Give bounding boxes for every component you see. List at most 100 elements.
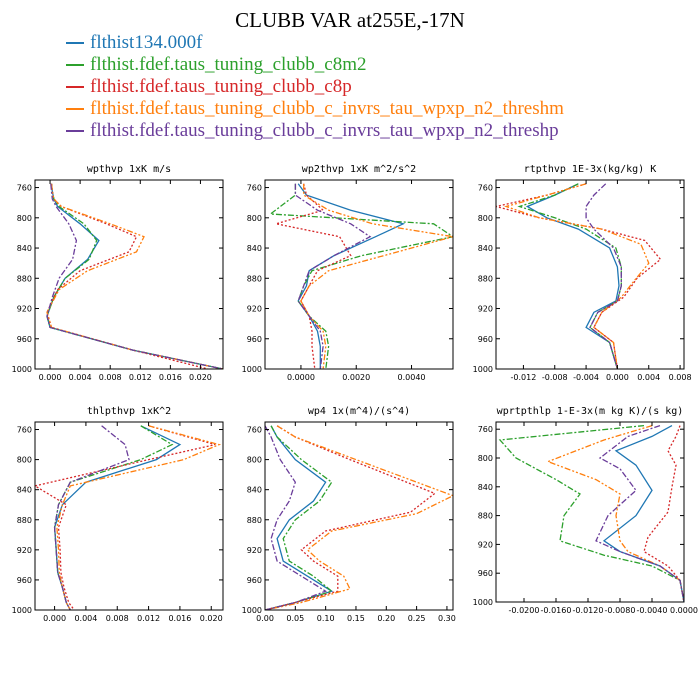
x-tick-label: 0.020	[189, 373, 212, 382]
y-tick-label: 960	[478, 335, 493, 344]
legend-item: flthist.fdef.taus_tuning_clubb_c8p	[66, 76, 564, 98]
x-tick-label: 0.004	[74, 614, 97, 623]
series-line	[268, 183, 453, 369]
series-line	[53, 425, 174, 610]
x-tick-label: 0.20	[377, 614, 395, 623]
y-tick-label: 760	[247, 426, 262, 435]
legend-item: flthist134.000f	[66, 32, 564, 54]
legend-item: flthist.fdef.taus_tuning_clubb_c_invrs_t…	[66, 98, 564, 120]
y-tick-label: 840	[247, 244, 262, 253]
x-tick-label: -0.0120	[573, 606, 604, 615]
series-line	[294, 183, 372, 369]
x-tick-label: 0.000	[39, 373, 62, 382]
y-tick-label: 960	[17, 576, 32, 585]
x-tick-label: 0.05	[286, 614, 304, 623]
series-line	[46, 183, 223, 369]
y-tick-label: 880	[247, 516, 262, 525]
series-line	[525, 183, 620, 369]
y-tick-label: 840	[247, 486, 262, 495]
x-tick-label: 0.016	[159, 373, 182, 382]
x-tick-label: -0.0200	[509, 606, 540, 615]
y-tick-label: 880	[17, 516, 32, 525]
x-tick-label: 0.004	[69, 373, 92, 382]
y-tick-label: 880	[478, 512, 493, 521]
series-group	[268, 183, 453, 369]
y-tick-label: 760	[247, 184, 262, 193]
y-tick-label: 800	[247, 456, 262, 465]
chart-title: wprtpthlp 1-E-3x(m kg K)/(s kg)	[497, 406, 684, 417]
y-tick-label: 920	[17, 546, 32, 555]
series-line	[265, 425, 437, 610]
y-tick-label: 1000	[473, 365, 493, 374]
series-line	[56, 425, 222, 610]
series-group	[35, 425, 222, 610]
x-tick-label: 0.012	[129, 373, 152, 382]
chart-panel: wprtpthlp 1-E-3x(m kg K)/(s kg) 760 800 840…	[473, 406, 698, 615]
legend-swatch	[66, 42, 84, 44]
x-tick-label: -0.008	[542, 373, 568, 382]
y-tick-label: 920	[478, 540, 493, 549]
series-line	[53, 425, 130, 610]
chart-title: thlpthvp 1xK^2	[87, 406, 171, 417]
y-tick-label: 800	[17, 214, 32, 223]
x-tick-label: -0.004	[573, 373, 599, 382]
y-tick-label: 760	[17, 426, 32, 435]
series-line	[35, 425, 216, 610]
y-tick-label: 840	[478, 483, 493, 492]
x-tick-label: 0.012	[137, 614, 160, 623]
chart-panel: wp2thvp 1xK m^2/s^2 760 800 840 880 920 960 100…	[242, 164, 454, 382]
y-tick-label: 1000	[12, 606, 32, 615]
legend-label: flthist134.000f	[90, 32, 203, 53]
series-line	[643, 425, 684, 602]
x-tick-label: -0.012	[511, 373, 537, 382]
x-tick-label: 0.008	[106, 614, 129, 623]
y-tick-label: 920	[17, 305, 32, 314]
legend: flthist134.000f flthist.fdef.taus_tuning…	[66, 32, 564, 142]
chart-title: wp2thvp 1xK m^2/s^2	[302, 164, 416, 175]
legend-swatch	[66, 64, 84, 66]
legend-label: flthist.fdef.taus_tuning_clubb_c_invrs_t…	[90, 98, 564, 119]
x-tick-label: 0.020	[200, 614, 223, 623]
series-group	[498, 424, 684, 602]
series-line	[275, 183, 352, 369]
y-tick-label: 1000	[473, 598, 493, 607]
chart-panel: rtpthvp 1E-3x(kg/kg) K 760 800 840 880 920 960…	[473, 164, 692, 382]
x-tick-label: 0.0000	[670, 606, 698, 615]
x-tick-label: -0.0160	[541, 606, 572, 615]
plot-frame	[264, 179, 454, 370]
series-line	[504, 183, 650, 369]
y-tick-label: 800	[478, 454, 493, 463]
x-tick-label: 0.008	[669, 373, 692, 382]
legend-swatch	[66, 130, 84, 132]
y-tick-label: 880	[247, 274, 262, 283]
plot-frame	[34, 421, 224, 611]
chart-title: wp4 1x(m^4)/(s^4)	[308, 406, 410, 417]
y-tick-label: 880	[17, 274, 32, 283]
x-tick-label: 0.15	[347, 614, 365, 623]
y-tick-label: 760	[478, 425, 493, 434]
series-line	[265, 425, 453, 610]
x-tick-label: 0.016	[168, 614, 191, 623]
series-line	[46, 183, 209, 369]
series-line	[53, 425, 182, 610]
y-tick-label: 1000	[242, 606, 262, 615]
series-group	[496, 183, 662, 369]
series-line	[517, 183, 622, 369]
x-tick-label: 0.000	[43, 614, 66, 623]
chart-title: wpthvp 1xK m/s	[87, 164, 171, 175]
y-tick-label: 920	[478, 305, 493, 314]
y-tick-label: 760	[17, 184, 32, 193]
legend-label: flthist.fdef.taus_tuning_clubb_c8m2	[90, 54, 367, 75]
x-tick-label: 0.25	[408, 614, 426, 623]
series-line	[265, 425, 328, 610]
y-tick-label: 1000	[242, 365, 262, 374]
x-tick-label: -0.0080	[605, 606, 636, 615]
x-tick-label: 0.00	[256, 614, 274, 623]
x-tick-label: 0.0040	[398, 373, 426, 382]
legend-label: flthist.fdef.taus_tuning_clubb_c_invrs_t…	[90, 120, 559, 141]
x-tick-label: 0.0020	[342, 373, 370, 382]
series-line	[498, 424, 684, 602]
legend-item: flthist.fdef.taus_tuning_clubb_c8m2	[66, 54, 564, 76]
plot-frame	[264, 421, 454, 611]
chart-panel: thlpthvp 1xK^2 760 800 840 880 920 960 1000 0.00…	[12, 406, 224, 623]
